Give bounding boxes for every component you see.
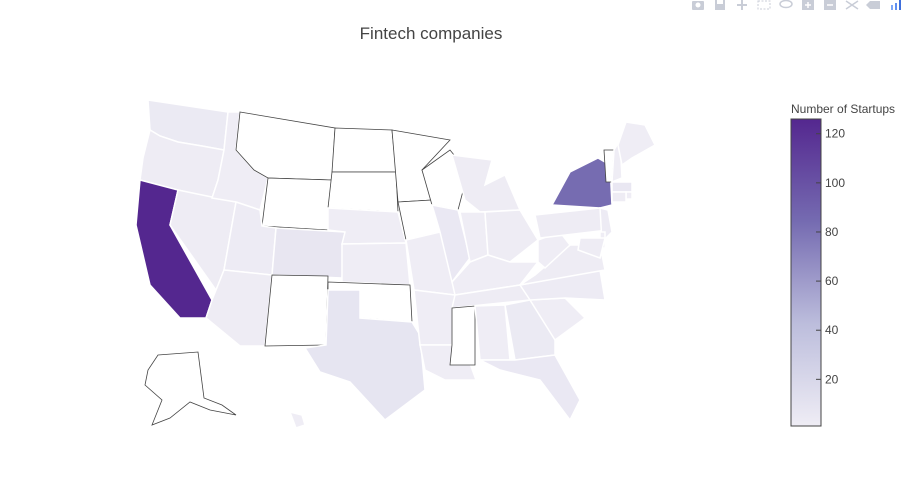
colorbar: [790, 118, 822, 427]
state-nm[interactable]: [264, 274, 329, 347]
state-ma[interactable]: [611, 181, 633, 193]
pan-icon[interactable]: [734, 0, 750, 10]
colorbar-tick-label: 40: [825, 323, 839, 337]
camera-icon[interactable]: [690, 0, 706, 10]
state-co[interactable]: [271, 227, 346, 279]
state-fl[interactable]: [479, 354, 581, 422]
lasso-icon[interactable]: [778, 0, 794, 10]
save-icon[interactable]: [712, 0, 728, 10]
zoom-in-icon[interactable]: [800, 0, 816, 10]
zoom-out-icon[interactable]: [822, 0, 838, 10]
state-al[interactable]: [474, 304, 511, 361]
colorbar-tick-label: 60: [825, 274, 839, 288]
state-ms[interactable]: [449, 305, 476, 366]
state-ks[interactable]: [341, 242, 411, 286]
chart-title: Fintech companies: [359, 24, 503, 43]
colorbar-tick-label: 80: [825, 225, 839, 239]
state-pa[interactable]: [534, 207, 610, 239]
state-oh[interactable]: [484, 209, 539, 263]
box-select-icon[interactable]: [756, 0, 772, 10]
state-tx[interactable]: [303, 289, 426, 422]
state-ct[interactable]: [611, 191, 627, 203]
state-ny[interactable]: [550, 157, 613, 209]
colorbar-tick-label: 100: [825, 176, 845, 190]
state-nd[interactable]: [331, 127, 397, 173]
state-ar[interactable]: [413, 289, 456, 346]
modebar: [690, 0, 908, 12]
state-sd[interactable]: [327, 171, 399, 213]
state-ak[interactable]: [144, 351, 237, 426]
state-me[interactable]: [617, 121, 656, 167]
state-ri[interactable]: [625, 191, 633, 200]
hover-icon[interactable]: [866, 0, 882, 10]
state-wy[interactable]: [261, 177, 333, 231]
state-mi[interactable]: [450, 154, 522, 213]
autoscale-icon[interactable]: [844, 0, 860, 10]
colorbar-tick-label: 20: [825, 372, 839, 386]
plotly-logo[interactable]: [888, 0, 904, 10]
colorbar-title: Number of Startups: [791, 102, 896, 116]
state-il[interactable]: [430, 204, 471, 284]
colorbar-tick-label: 120: [825, 127, 845, 141]
state-md[interactable]: [577, 237, 606, 259]
state-hi[interactable]: [288, 410, 306, 429]
